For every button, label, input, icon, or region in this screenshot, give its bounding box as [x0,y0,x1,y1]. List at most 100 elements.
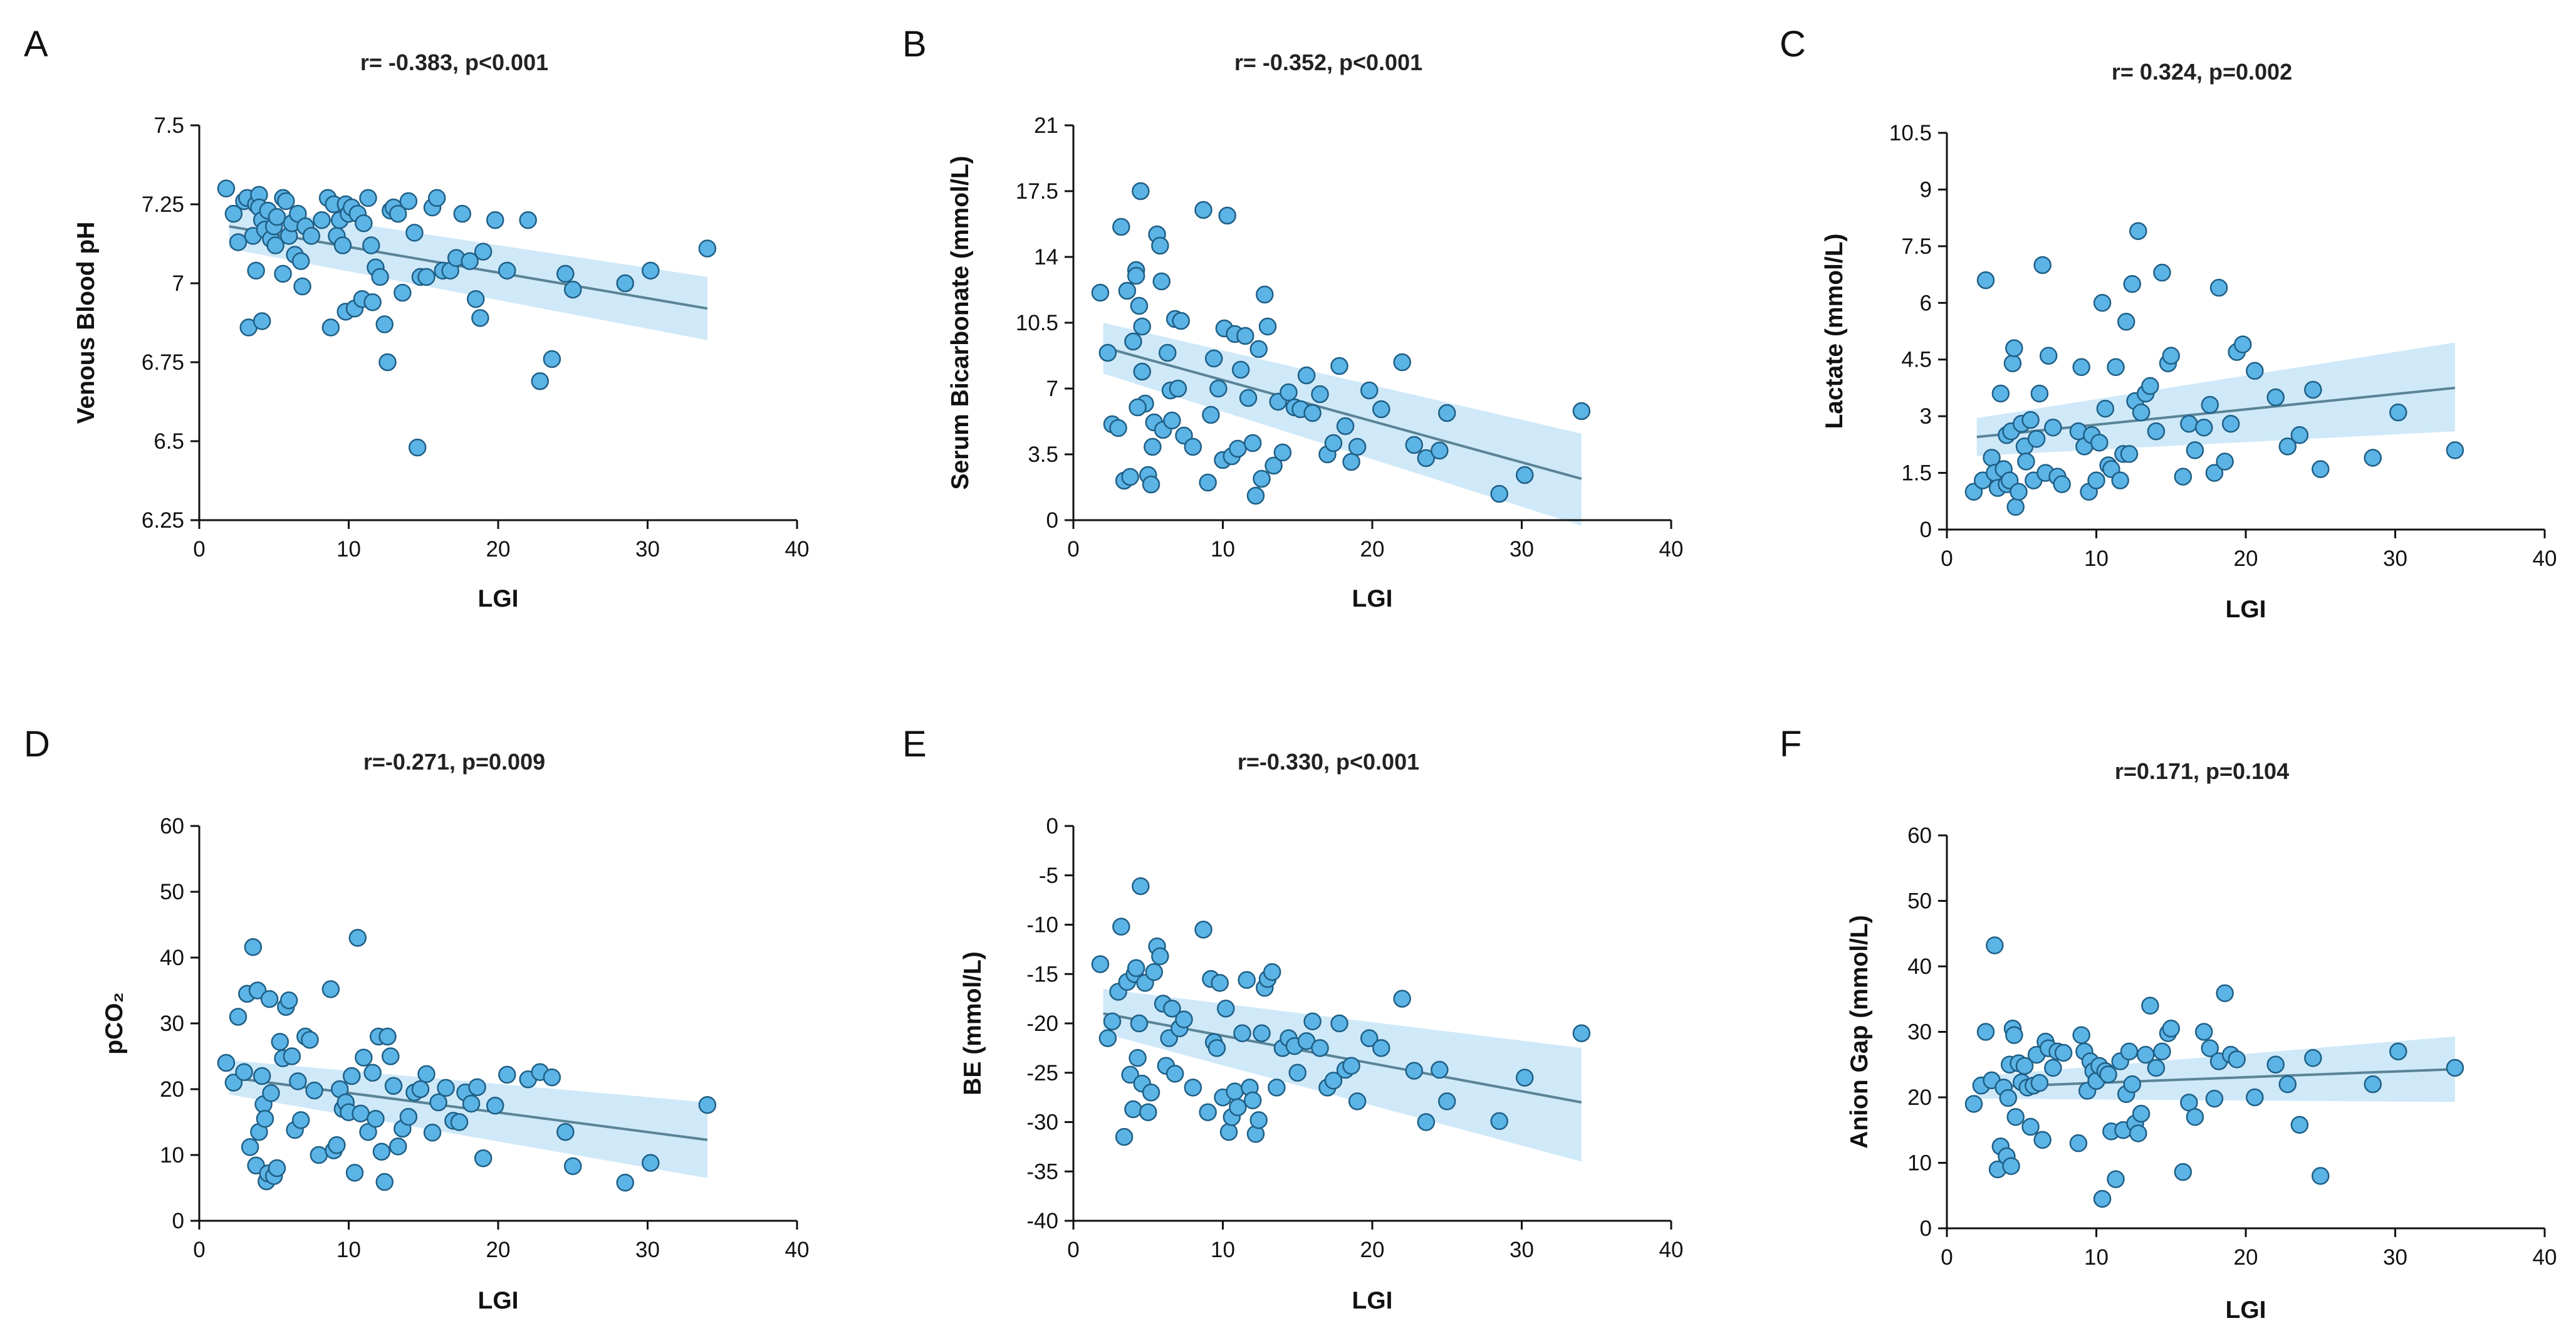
data-point [367,1110,385,1128]
data-point [466,290,485,308]
data-point [2132,1104,2151,1123]
y-tick-label: -35 [1026,1159,1058,1184]
data-point [1142,1084,1160,1102]
data-point [2006,498,2025,516]
panel-letter: D [24,724,50,765]
data-point [1999,1089,2018,1107]
data-point [2186,1108,2204,1126]
data-point [1311,385,1329,404]
data-point [359,1123,377,1141]
data-point [305,1081,323,1100]
data-point [2087,471,2105,489]
data-point [408,438,427,457]
data-point [498,1065,516,1084]
data-point [1330,1014,1348,1033]
x-axis-label: LGI [1352,585,1393,612]
data-point [1199,473,1217,492]
data-point [399,1107,418,1126]
data-point [1145,963,1164,981]
data-point [474,243,493,261]
x-tick-label: 40 [1659,537,1684,562]
x-tick-label: 30 [2383,546,2407,571]
data-point [289,1072,307,1090]
x-tick-label: 10 [2084,1245,2109,1270]
data-point [2141,996,2159,1015]
confidence-band [229,204,707,340]
data-point [1273,443,1292,462]
data-point [2039,347,2058,365]
data-point [1976,271,1995,290]
y-axis-label: Serum Bicarbonate (mmol/L) [947,155,974,489]
panel-letter: E [902,724,927,765]
x-tick-label: 20 [486,1238,511,1262]
data-point [2194,418,2213,437]
data-point [1144,437,1162,456]
data-point [248,981,267,1000]
data-point [1572,1024,1591,1042]
data-point [1217,1000,1235,1018]
data-point [1142,475,1160,494]
data-point [1184,1079,1202,1097]
data-point [217,1053,236,1072]
data-point [1129,398,1147,417]
y-tick-label: 21 [1034,113,1058,138]
data-point [1226,1082,1244,1100]
y-tick-label: 30 [1907,1020,1932,1045]
y-axis-label: Anion Gap (mmol/L) [1846,915,1873,1149]
x-tick-label: 10 [1211,537,1235,562]
data-point [2002,1157,2020,1175]
data-point [394,283,412,302]
data-point [1109,419,1127,437]
x-tick-label: 40 [2533,1245,2557,1270]
data-point [1103,1012,1122,1031]
x-tick-label: 0 [1941,546,1953,571]
data-point [1231,360,1250,379]
data-point [1118,281,1137,300]
confidence-band [229,1060,707,1178]
data-point [642,1154,660,1172]
data-point [1438,1092,1456,1110]
data-point [253,1067,271,1085]
data-point [2201,395,2219,414]
y-tick-label: 60 [1907,823,1932,848]
data-point [2312,460,2330,478]
data-point [2290,426,2309,444]
x-tick-label: 0 [193,537,205,562]
data-point [1159,343,1177,362]
y-tick-label: -30 [1026,1110,1058,1135]
stats-title: r= 0.324, p=0.002 [2112,59,2292,85]
data-point [1516,1069,1534,1087]
y-axis-label: pCO₂ [101,992,128,1055]
data-point [698,1095,717,1114]
x-tick-label: 10 [1211,1238,1235,1262]
data-point [321,980,340,998]
data-point [2093,294,2112,312]
data-point [2266,388,2285,407]
data-point [564,1157,582,1176]
data-point [423,1124,442,1142]
data-point [2174,1163,2193,1181]
data-point [564,280,582,299]
data-point [371,268,389,286]
x-tick-label: 30 [1510,537,1534,562]
panel-letter: F [1780,724,1802,765]
data-point [2107,358,2125,377]
data-point [1202,405,1220,424]
data-point [1253,469,1271,488]
data-point [498,261,516,280]
data-point [2246,1088,2264,1107]
data-point [411,1080,430,1099]
data-point [2017,452,2035,471]
y-tick-label: 4.5 [1901,348,1932,372]
data-point [1249,1111,1268,1129]
data-point [1163,1000,1181,1018]
data-point [1091,283,1110,302]
y-tick-label: 6 [1920,291,1932,315]
stats-title: r=-0.271, p=0.009 [363,749,545,775]
data-point [1238,971,1256,989]
data-point [1151,236,1169,255]
data-point [247,261,265,280]
data-point [1133,317,1151,336]
